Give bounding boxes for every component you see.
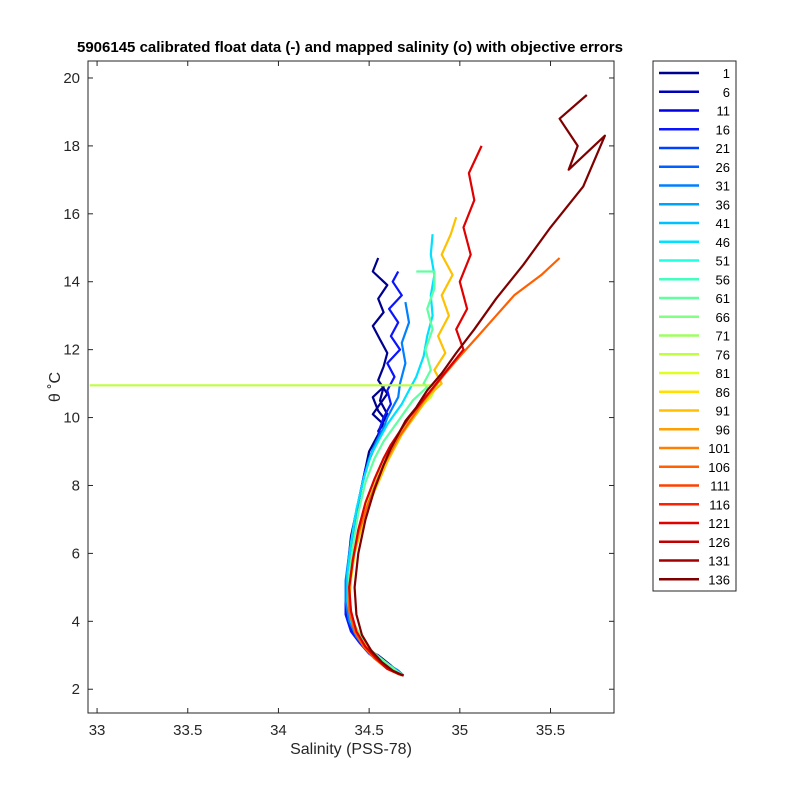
series-line-1 — [344, 257, 403, 677]
legend-frame — [652, 60, 737, 592]
legend-label-41: 41 — [716, 216, 730, 231]
x-axis-label: Salinity (PSS-78) — [290, 741, 412, 758]
legend-label-106: 106 — [708, 460, 730, 475]
legend-label-91: 91 — [716, 404, 730, 419]
legend-label-6: 6 — [723, 85, 730, 100]
legend-label-71: 71 — [716, 329, 730, 344]
y-axis: 2 4 6 8 10 12 14 16 18 20 — [63, 70, 614, 698]
series-line-91 — [348, 216, 458, 677]
series-line-61 — [348, 270, 436, 677]
y-tick-label: 10 — [63, 410, 80, 427]
y-tick-label: 20 — [63, 70, 80, 87]
legend-label-66: 66 — [716, 310, 730, 325]
legend-label-61: 61 — [716, 291, 730, 306]
legend-label-46: 46 — [716, 235, 730, 250]
legend-label-21: 21 — [716, 141, 730, 156]
y-tick-label: 18 — [63, 138, 80, 155]
legend-label-26: 26 — [716, 160, 730, 175]
y-tick-label: 8 — [72, 477, 80, 494]
legend-label-51: 51 — [716, 254, 730, 269]
series-layer — [89, 94, 607, 677]
x-tick-label: 35 — [451, 722, 468, 739]
x-tick-label: 33.5 — [173, 722, 202, 739]
series-line-16 — [344, 270, 403, 677]
legend-label-81: 81 — [716, 366, 730, 381]
chart-title: 5906145 calibrated float data (-) and ma… — [77, 39, 623, 56]
y-tick-label: 2 — [72, 681, 80, 698]
legend-label-16: 16 — [716, 122, 730, 137]
legend-label-96: 96 — [716, 422, 730, 437]
legend-label-116: 116 — [709, 497, 730, 512]
y-tick-label: 14 — [63, 274, 80, 291]
legend-label-36: 36 — [716, 197, 730, 212]
legend-label-1: 1 — [723, 66, 730, 81]
plot-frame — [87, 60, 615, 714]
legend-label-121: 121 — [708, 516, 730, 531]
legend-label-86: 86 — [716, 385, 730, 400]
x-tick-label: 34.5 — [355, 722, 384, 739]
y-tick-label: 16 — [63, 206, 80, 223]
y-tick-label: 6 — [72, 545, 80, 562]
x-axis: 33 33.5 34 34.5 35 35.5 — [89, 61, 565, 739]
x-tick-label: 35.5 — [536, 722, 565, 739]
series-line-136 — [353, 94, 607, 677]
series-line-121 — [348, 145, 483, 677]
legend-label-101: 101 — [708, 441, 730, 456]
y-tick-label: 12 — [63, 342, 80, 359]
legend-label-111: 111 — [710, 479, 730, 494]
y-tick-label: 4 — [72, 613, 80, 630]
legend-label-11: 11 — [717, 104, 731, 119]
y-axis-label: θ ˚C — [47, 372, 64, 402]
x-tick-label: 34 — [270, 722, 287, 739]
legend: 1611162126313641465156616671768186919610… — [652, 60, 737, 592]
legend-label-76: 76 — [716, 347, 730, 362]
legend-label-56: 56 — [716, 272, 730, 287]
legend-label-136: 136 — [708, 572, 730, 587]
legend-label-126: 126 — [708, 535, 730, 550]
x-tick-label: 33 — [89, 722, 106, 739]
legend-label-31: 31 — [716, 179, 730, 194]
series-line-31 — [344, 301, 411, 677]
legend-label-131: 131 — [708, 554, 730, 569]
